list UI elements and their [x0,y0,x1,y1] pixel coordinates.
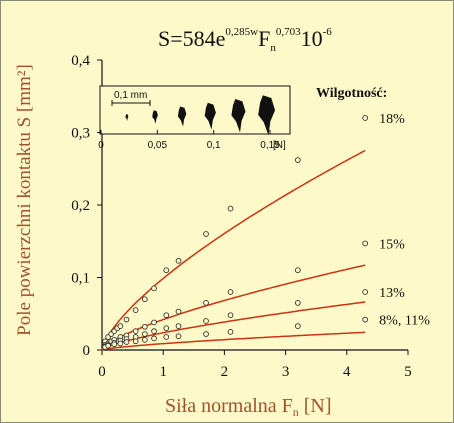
data-point [151,328,157,335]
fit-curves [101,149,366,351]
data-point [141,323,148,330]
data-point [294,323,301,329]
inset-tick-label: 0,15 [260,140,280,151]
data-point [151,285,157,292]
x-tick-label: 1 [159,364,167,380]
y-tick-label: 0,2 [71,198,90,214]
x-axis-label: Siła normalna Fn [N] [165,395,332,419]
inset-scale-label: 0,1 mm [114,90,147,101]
inset-imprint [204,102,216,130]
x-tick-label: 4 [343,364,351,380]
data-point [163,325,170,332]
data-point [132,307,139,313]
series-label: 8%, 11% [379,314,430,329]
data-point [227,289,234,295]
data-point [227,312,234,319]
data-point [175,333,182,340]
data-point [362,316,369,323]
series-label: 13% [379,286,405,301]
data-point [123,339,130,345]
fit-curve [101,149,366,351]
inset-imprint [258,95,276,136]
series-labels: 18% 15% 13% 8%, 11% [379,112,430,329]
data-point [175,323,182,329]
data-point [163,334,170,340]
data-point [227,329,234,335]
data-point [151,319,157,326]
data-point [141,296,148,303]
chart-title: S=584e0,285wFn0,70310-6 [158,26,332,54]
data-point [203,318,209,324]
series-label: 15% [379,237,405,252]
inset-tick-label: 0,05 [148,140,168,151]
inset-panel: 0,1 mm 0 0,05 0,1 0,15[N] [98,85,291,151]
y-axis-label: Pole powierzchni kontaktu S [mm²] [14,64,35,336]
fit-curve [101,331,366,351]
series-label: 18% [379,112,405,127]
data-point [203,231,209,237]
fit-curve [101,301,366,351]
inset-unit-label: [N] [273,140,286,151]
inset-imprint [125,113,129,121]
inset-box [99,85,291,135]
data-points [102,115,369,350]
data-point [132,338,139,345]
data-point [141,337,148,343]
y-tick-label: 0,4 [71,53,90,69]
data-point [123,316,130,323]
data-point [227,205,234,212]
data-point [163,312,170,319]
inset-tick-label: 0,1 [207,140,221,151]
data-point [117,323,124,329]
data-point [294,267,301,274]
data-point [203,300,209,306]
inset-imprint [177,106,187,127]
data-point [294,157,301,163]
data-point [362,289,369,295]
data-point [203,331,209,337]
x-tick-label: 5 [404,364,412,380]
data-point [141,331,148,337]
y-tick-label: 0,1 [71,271,90,287]
data-point [294,300,301,306]
data-point [175,257,182,264]
x-tick-label: 0 [98,364,106,380]
data-point [175,308,182,315]
data-point [117,340,124,347]
x-tick-label: 3 [282,364,290,380]
data-point [362,115,369,121]
data-point [163,267,170,274]
data-point [132,328,139,335]
x-tick-label: 2 [221,364,229,380]
axes: 0 1 2 3 4 5 0 0,1 0,2 0,3 0,4 [71,53,412,380]
inset-tick-label: 0 [98,140,104,151]
data-point [151,335,157,342]
y-tick-label: 0,3 [71,126,90,142]
inset-imprint [231,98,246,133]
legend-title: Wilgotność: [316,86,387,101]
inset-imprint [152,110,158,124]
y-tick-label: 0 [83,343,91,359]
data-point [105,342,111,349]
data-point [111,341,118,348]
data-point [362,240,369,247]
